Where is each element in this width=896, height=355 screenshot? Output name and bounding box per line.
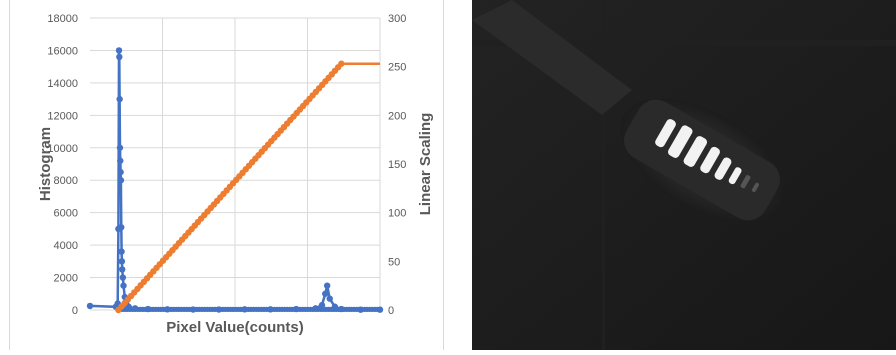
series-line-1 [117,62,380,311]
series-point [117,177,125,184]
y-tick-label: 0 [72,305,78,317]
y-tick-label: 18000 [47,13,78,25]
camera-image-render [472,0,896,350]
y-tick-label: 10000 [47,143,78,155]
chart-panel: 0 2000 4000 6000 8000 10000 12000 14000 16000 180… [9,0,444,350]
series-point [119,266,126,273]
series-point [116,95,123,103]
y2-tick-label: 300 [388,13,406,25]
series-point [323,282,331,289]
series-point [117,157,124,164]
series-point [326,295,333,302]
series-point [118,248,125,255]
y-tick-label: 12000 [47,110,78,122]
series-point [118,224,125,231]
y2-tick-label: 100 [388,208,406,220]
x-axis-title: Pixel Value(counts) [166,319,304,336]
y2-tick-label: 200 [388,110,406,122]
y2-tick-label: 250 [388,62,406,74]
histogram-chart: 0200040006000800010000120001400016000180… [37,13,434,336]
y-tick-label: 14000 [47,78,78,90]
y2-axis-title: Linear Scaling [417,113,434,216]
y-tick-label: 4000 [54,240,78,252]
y2-tick-label: 50 [388,256,400,268]
series-point [116,53,123,61]
series-group [86,47,384,314]
series-point [117,168,124,176]
series-point [119,274,127,281]
y2-tick-label: 150 [388,159,406,171]
camera-image [472,0,896,350]
y-axis-title: Histogram [37,127,54,201]
series-point [115,47,123,54]
series-point [118,258,126,265]
y2-tick-label: 0 [388,305,394,317]
y-tick-label: 6000 [54,208,78,220]
series-point [338,60,345,67]
series-point [116,144,124,151]
y2-axis-ticks: 0 50 100 150 200 250 300 [388,13,406,317]
series-point [120,282,127,289]
y-axis-ticks: 0 2000 4000 6000 8000 10000 12000 14000 16000 180… [47,13,78,317]
series-point [374,306,381,312]
series-point [86,302,94,310]
grid [90,17,381,311]
y-tick-label: 16000 [47,45,78,57]
series-point [322,290,329,297]
series-point [318,301,326,309]
y-tick-label: 8000 [54,175,78,187]
y-tick-label: 2000 [54,273,78,285]
